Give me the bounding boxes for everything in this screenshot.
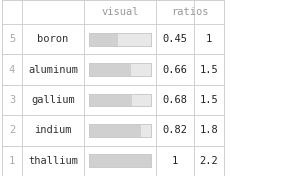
Bar — [2, 54, 22, 85]
Bar — [22, 115, 84, 146]
Text: thallium: thallium — [28, 156, 78, 166]
Text: 1: 1 — [172, 156, 178, 166]
Bar — [84, 24, 156, 54]
Text: 5: 5 — [9, 34, 15, 44]
Bar — [89, 154, 151, 167]
Bar — [156, 0, 194, 24]
Bar — [22, 0, 84, 24]
Text: 0.66: 0.66 — [163, 65, 187, 75]
Bar — [22, 85, 84, 115]
Bar — [156, 146, 194, 176]
Bar — [89, 94, 151, 106]
Bar — [194, 24, 224, 54]
Bar — [22, 24, 84, 54]
Bar — [89, 33, 117, 46]
Bar — [84, 0, 156, 24]
Bar — [89, 63, 130, 76]
Text: ratios: ratios — [171, 7, 209, 17]
Bar — [2, 85, 22, 115]
Bar — [2, 146, 22, 176]
Bar — [2, 0, 22, 24]
Bar — [84, 115, 156, 146]
Text: 3: 3 — [9, 95, 15, 105]
Text: 1.5: 1.5 — [200, 65, 218, 75]
Bar — [84, 85, 156, 115]
Text: gallium: gallium — [31, 95, 75, 105]
Text: 1: 1 — [206, 34, 212, 44]
Bar — [194, 54, 224, 85]
Bar — [2, 0, 224, 176]
Bar — [84, 54, 156, 85]
Bar — [84, 146, 156, 176]
Bar — [89, 63, 151, 76]
Text: 0.68: 0.68 — [163, 95, 187, 105]
Bar — [89, 63, 151, 76]
Text: 0.82: 0.82 — [163, 125, 187, 135]
Bar — [194, 0, 224, 24]
Bar — [89, 94, 131, 106]
Bar — [89, 154, 151, 167]
Text: 1: 1 — [9, 156, 15, 166]
Bar — [89, 33, 151, 46]
Bar — [156, 115, 194, 146]
Bar — [89, 124, 151, 137]
Bar — [194, 146, 224, 176]
Bar — [89, 33, 151, 46]
Bar — [156, 54, 194, 85]
Text: 0.45: 0.45 — [163, 34, 187, 44]
Bar — [2, 115, 22, 146]
Bar — [89, 124, 151, 137]
Text: 4: 4 — [9, 65, 15, 75]
Bar — [22, 54, 84, 85]
Text: indium: indium — [34, 125, 72, 135]
Bar — [89, 124, 140, 137]
Text: 1.5: 1.5 — [200, 95, 218, 105]
Bar — [156, 85, 194, 115]
Bar — [194, 85, 224, 115]
Bar — [156, 24, 194, 54]
Bar — [22, 146, 84, 176]
Text: 1.8: 1.8 — [200, 125, 218, 135]
Text: aluminum: aluminum — [28, 65, 78, 75]
Bar — [89, 94, 151, 106]
Text: visual: visual — [101, 7, 139, 17]
Text: 2: 2 — [9, 125, 15, 135]
Text: boron: boron — [37, 34, 69, 44]
Bar — [194, 115, 224, 146]
Bar — [89, 154, 151, 167]
Bar — [2, 24, 22, 54]
Text: 2.2: 2.2 — [200, 156, 218, 166]
